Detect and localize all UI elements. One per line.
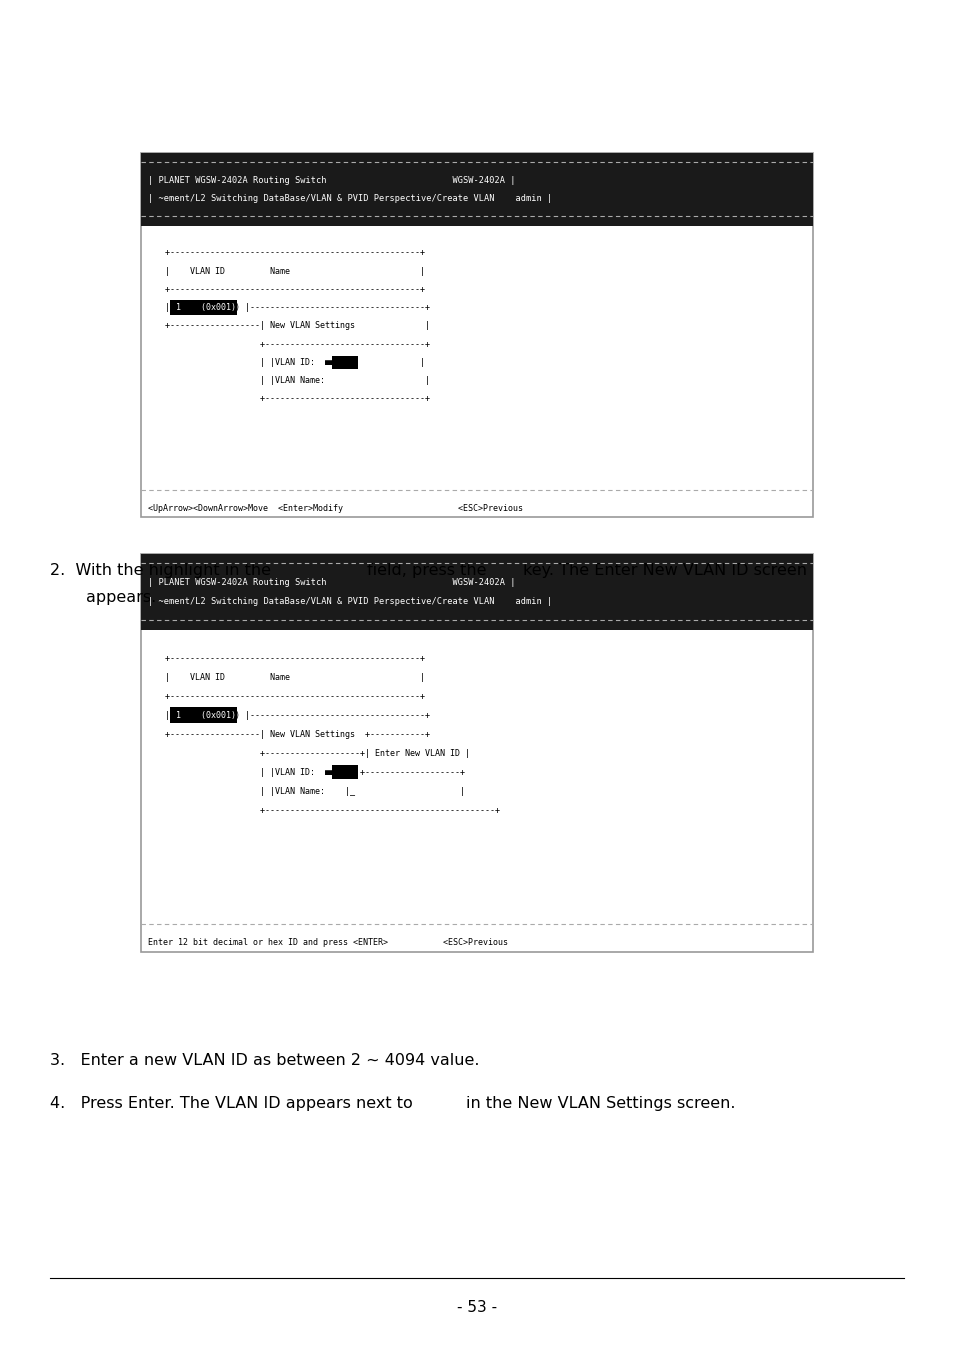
Text: | |VLAN Name:    |_                     |: | |VLAN Name: |_ | <box>145 786 489 796</box>
Text: +--------------------------------+: +--------------------------------+ <box>145 339 449 349</box>
Text: | |VLAN ID:  ■■■■■  +-------------------+: | |VLAN ID: ■■■■■ +-------------------+ <box>145 767 489 777</box>
Text: | PLANET WGSW-2402A Routing Switch                        WGSW-2402A |: | PLANET WGSW-2402A Routing Switch WGSW-… <box>148 176 515 185</box>
FancyBboxPatch shape <box>141 554 812 630</box>
FancyBboxPatch shape <box>141 554 812 952</box>
Text: 1    (0x001): 1 (0x001) <box>176 711 236 720</box>
Text: 3.   Enter a new VLAN ID as between 2 ~ 4094 value.: 3. Enter a new VLAN ID as between 2 ~ 40… <box>50 1052 478 1069</box>
Text: 4.   Press Enter. The VLAN ID appears next to: 4. Press Enter. The VLAN ID appears next… <box>50 1096 412 1112</box>
Text: +----------------------------------------------+: +---------------------------------------… <box>145 805 499 815</box>
Text: - 53 -: - 53 - <box>456 1300 497 1316</box>
Text: Enter 12 bit decimal or hex ID and press <ENTER>           <ESC>Previous: Enter 12 bit decimal or hex ID and press… <box>148 939 507 947</box>
Text: | |VLAN Name:                    |: | |VLAN Name: | <box>145 376 449 385</box>
Text: +--------------------------------+: +--------------------------------+ <box>145 394 449 404</box>
Text: +-------------------+| Enter New VLAN ID |: +-------------------+| Enter New VLAN ID… <box>145 748 494 758</box>
Text: +------------------| New VLAN Settings  +-----------+: +------------------| New VLAN Settings +… <box>145 730 494 739</box>
Text: | |1    (0x001) |-----------------------------------+: | |1 (0x001) |--------------------------… <box>145 711 499 720</box>
Text: |    VLAN ID         Name                          |: | VLAN ID Name | <box>145 266 449 276</box>
Text: +--------------------------------------------------+: +---------------------------------------… <box>145 285 449 295</box>
Text: | |VLAN ID:  ■■■■■              |: | |VLAN ID: ■■■■■ | <box>145 358 444 367</box>
Text: +--------------------------------------------------+: +---------------------------------------… <box>145 654 499 663</box>
Text: appears.: appears. <box>86 589 156 605</box>
FancyBboxPatch shape <box>170 707 237 723</box>
Text: 1    (0x001): 1 (0x001) <box>176 303 236 312</box>
Text: | |1    (0x001) |-----------------------------------+: | |1 (0x001) |--------------------------… <box>145 303 449 312</box>
Text: <UpArrow><DownArrow>Move  <Enter>Modify                       <ESC>Previous: <UpArrow><DownArrow>Move <Enter>Modify <… <box>148 504 522 513</box>
FancyBboxPatch shape <box>141 153 812 517</box>
Text: | PLANET WGSW-2402A Routing Switch                        WGSW-2402A |: | PLANET WGSW-2402A Routing Switch WGSW-… <box>148 578 515 586</box>
Text: +--------------------------------------------------+: +---------------------------------------… <box>145 249 449 258</box>
Text: | ~ement/L2 Switching DataBase/VLAN & PVID Perspective/Create VLAN    admin |: | ~ement/L2 Switching DataBase/VLAN & PV… <box>148 193 552 203</box>
Text: in the New VLAN Settings screen.: in the New VLAN Settings screen. <box>465 1096 734 1112</box>
Text: +--------------------------------------------------+: +---------------------------------------… <box>145 692 499 701</box>
FancyBboxPatch shape <box>332 765 357 780</box>
FancyBboxPatch shape <box>141 153 812 226</box>
Text: |    VLAN ID         Name                          |: | VLAN ID Name | <box>145 673 499 682</box>
Text: key. The Enter New VLAN ID screen: key. The Enter New VLAN ID screen <box>522 562 806 578</box>
Text: field, press the: field, press the <box>367 562 486 578</box>
FancyBboxPatch shape <box>332 355 357 369</box>
FancyBboxPatch shape <box>170 300 237 315</box>
Text: | ~ement/L2 Switching DataBase/VLAN & PVID Perspective/Create VLAN    admin |: | ~ement/L2 Switching DataBase/VLAN & PV… <box>148 597 552 605</box>
Text: +------------------| New VLAN Settings              |: +------------------| New VLAN Settings | <box>145 322 449 331</box>
Text: 2.  With the highlight in the: 2. With the highlight in the <box>50 562 271 578</box>
